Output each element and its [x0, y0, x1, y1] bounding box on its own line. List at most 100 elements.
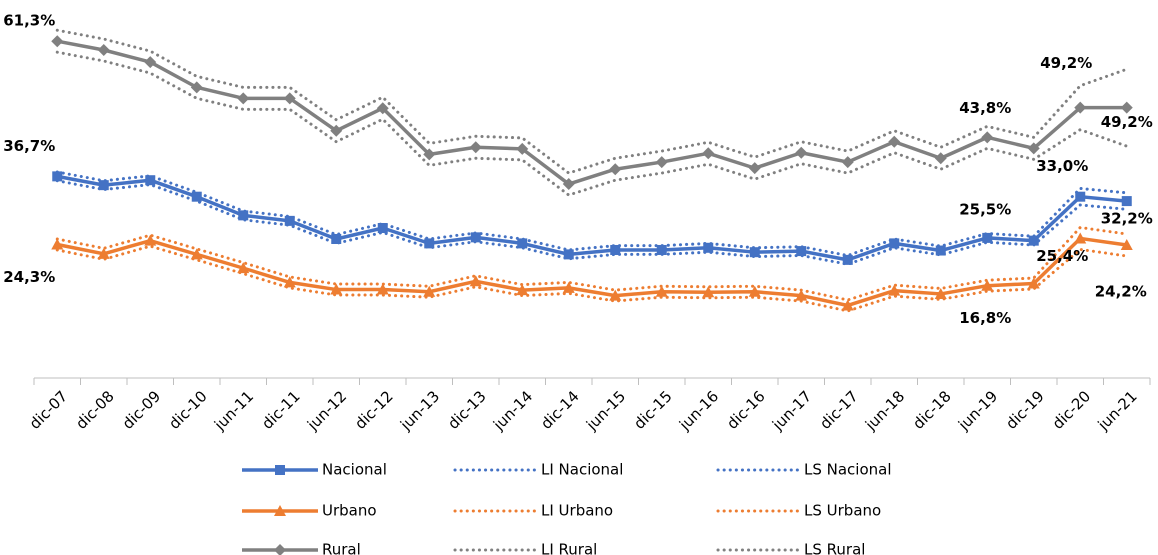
point — [423, 285, 436, 297]
point — [610, 244, 621, 255]
point — [190, 81, 203, 94]
point — [469, 141, 482, 154]
data-label: 24,3% — [3, 268, 55, 286]
point — [748, 285, 761, 297]
point — [331, 233, 342, 244]
point — [795, 146, 808, 159]
point — [424, 238, 435, 249]
point — [237, 262, 250, 274]
point — [52, 171, 63, 182]
series-line — [56, 39, 1127, 186]
data-label: 43,8% — [959, 99, 1011, 117]
point — [517, 238, 528, 249]
point — [97, 43, 110, 56]
point — [516, 284, 529, 296]
x-tick-label: jun-18 — [861, 387, 908, 434]
point — [190, 248, 203, 260]
series-line — [56, 174, 1127, 262]
point — [1121, 196, 1132, 207]
point — [377, 223, 388, 234]
x-tick-label: dic-11 — [258, 387, 304, 433]
point — [284, 215, 295, 226]
legend-label: Urbano — [322, 502, 377, 520]
point — [609, 289, 622, 301]
x-tick-label: jun-14 — [489, 387, 536, 434]
data-label: 49,2% — [1101, 113, 1153, 131]
point — [562, 281, 575, 293]
point — [330, 124, 343, 137]
point — [562, 178, 575, 191]
x-tick-label: dic-08 — [72, 387, 118, 433]
point — [981, 131, 994, 144]
interval-line — [55, 244, 1129, 313]
x-tick-label: dic-15 — [630, 387, 676, 433]
point — [655, 285, 668, 297]
x-tick-label: dic-12 — [351, 387, 397, 433]
point — [144, 234, 157, 246]
data-label: 25,5% — [959, 200, 1011, 218]
point — [1074, 232, 1087, 244]
x-tick-label: jun-21 — [1094, 387, 1141, 434]
point — [283, 92, 296, 105]
x-tick-label: dic-13 — [444, 387, 490, 433]
point — [655, 156, 668, 169]
data-label: 16,8% — [959, 309, 1011, 327]
x-tick-label: dic-14 — [537, 387, 583, 433]
x-tick-label: dic-07 — [26, 387, 72, 433]
point — [841, 299, 854, 311]
data-label: 61,3% — [3, 12, 55, 30]
legend-label: Rural — [322, 541, 361, 555]
legend-marker — [274, 505, 286, 516]
series-line — [56, 236, 1127, 308]
point — [702, 286, 715, 298]
legend-label: LI Rural — [541, 541, 597, 555]
point — [934, 287, 947, 299]
point — [1027, 277, 1040, 289]
data-label: 32,2% — [1101, 210, 1153, 228]
data-label: 33,0% — [1036, 157, 1088, 175]
x-tick-label: jun-17 — [768, 387, 815, 434]
point — [842, 254, 853, 265]
point — [376, 283, 389, 295]
data-label: 36,7% — [3, 137, 55, 155]
legend-label: Nacional — [322, 461, 387, 479]
point — [1120, 101, 1133, 114]
point — [330, 283, 343, 295]
point — [841, 156, 854, 169]
point — [749, 247, 760, 258]
x-tick-label: jun-11 — [210, 387, 257, 434]
interval-line — [55, 50, 1129, 197]
point — [376, 102, 389, 115]
point — [423, 148, 436, 161]
point — [1120, 239, 1133, 251]
point — [97, 247, 110, 259]
point — [702, 147, 715, 160]
x-tick-label: dic-09 — [119, 387, 165, 433]
x-tick-label: jun-16 — [675, 387, 722, 434]
data-label: 49,2% — [1040, 54, 1092, 72]
point — [982, 232, 993, 243]
point — [469, 275, 482, 287]
data-label: 24,2% — [1095, 283, 1147, 301]
point — [703, 242, 714, 253]
x-tick-label: dic-18 — [909, 387, 955, 433]
point — [1027, 142, 1040, 155]
legend-label: LI Nacional — [541, 461, 623, 479]
legend-marker — [274, 544, 286, 555]
point — [1074, 101, 1087, 114]
point — [145, 175, 156, 186]
legend-marker — [275, 465, 285, 475]
point — [51, 35, 64, 48]
point — [889, 238, 900, 249]
x-tick-label: jun-13 — [396, 387, 443, 434]
x-tick-label: jun-12 — [303, 387, 350, 434]
point — [516, 142, 529, 155]
point — [935, 245, 946, 256]
data-label: 25,4% — [1036, 247, 1088, 265]
point — [1075, 191, 1086, 202]
point — [656, 244, 667, 255]
legend-label: LS Nacional — [804, 461, 892, 479]
legend-label: LS Rural — [804, 541, 865, 555]
x-tick-label: jun-19 — [954, 387, 1001, 434]
